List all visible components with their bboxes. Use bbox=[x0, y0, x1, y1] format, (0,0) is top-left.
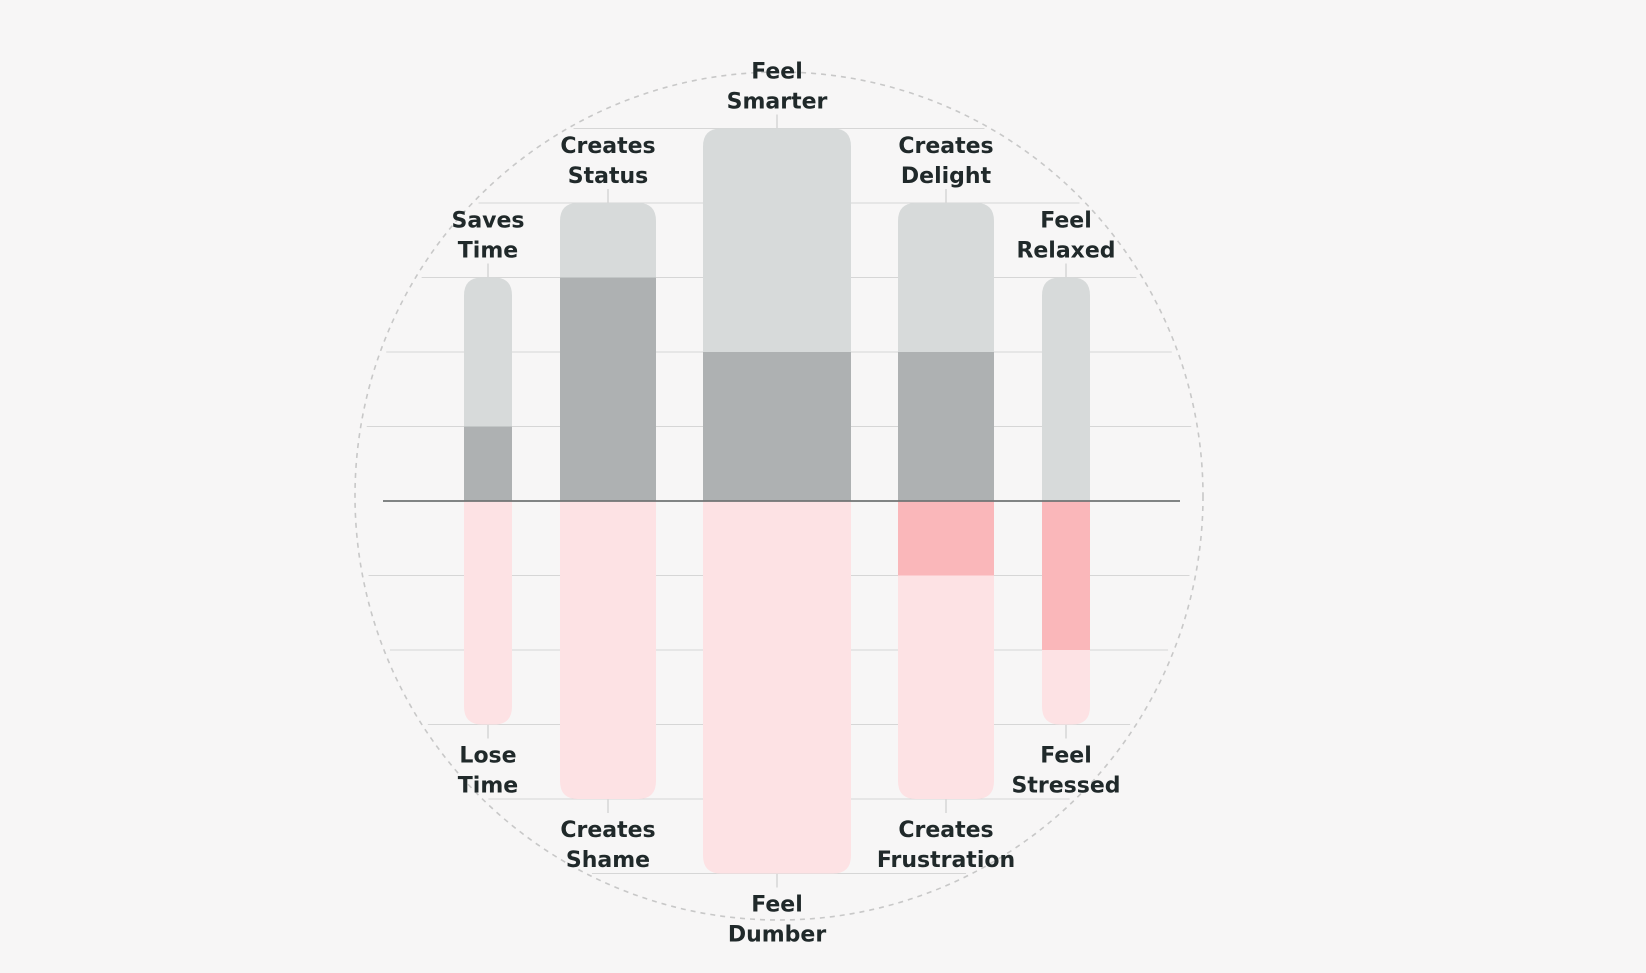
bar-lower-fill bbox=[898, 501, 994, 576]
upper-label: Feel Relaxed bbox=[1016, 209, 1115, 264]
upper-label-line: Delight bbox=[901, 164, 992, 189]
lower-label-line: Dumber bbox=[728, 923, 827, 948]
lower-label: Feel Stressed bbox=[1012, 744, 1121, 799]
lower-label-line: Creates bbox=[898, 818, 993, 843]
lower-label: Lose Time bbox=[458, 744, 518, 799]
lower-label-line: Stressed bbox=[1012, 774, 1121, 799]
upper-label-line: Creates bbox=[898, 134, 993, 159]
lower-label-line: Frustration bbox=[877, 848, 1015, 873]
upper-label-line: Feel bbox=[751, 60, 803, 85]
upper-label-line: Saves bbox=[451, 209, 524, 234]
upper-label-line: Feel bbox=[1040, 209, 1092, 234]
upper-label: Creates Delight bbox=[898, 134, 993, 189]
upper-label: Saves Time bbox=[451, 209, 524, 264]
lower-label-line: Lose bbox=[459, 744, 516, 769]
upper-label-line: Smarter bbox=[727, 90, 828, 115]
lower-label-line: Creates bbox=[560, 818, 655, 843]
lower-label: Creates Frustration bbox=[877, 818, 1015, 873]
upper-label-line: Creates bbox=[560, 134, 655, 159]
bar-lower-track bbox=[464, 501, 512, 725]
upper-label: Creates Status bbox=[560, 134, 655, 189]
bar-upper-track bbox=[1042, 277, 1090, 501]
bar-upper-fill bbox=[560, 277, 656, 501]
bar-upper-fill bbox=[703, 352, 851, 501]
dashed-circle-outline bbox=[354, 71, 1204, 921]
lower-label: Feel Dumber bbox=[728, 893, 827, 948]
bar-lower-fill bbox=[1042, 501, 1090, 650]
bar-upper-fill bbox=[898, 352, 994, 501]
bar-lower-track bbox=[560, 501, 656, 799]
bar-lower-track bbox=[703, 501, 851, 874]
lower-label-line: Shame bbox=[566, 848, 650, 873]
lower-label-line: Feel bbox=[1040, 744, 1092, 769]
lower-label-line: Feel bbox=[751, 893, 803, 918]
upper-label-line: Status bbox=[568, 164, 648, 189]
upper-label: Feel Smarter bbox=[727, 60, 828, 115]
upper-label-line: Relaxed bbox=[1016, 239, 1115, 264]
bar-upper-fill bbox=[464, 426, 512, 501]
lower-label-line: Time bbox=[458, 774, 518, 799]
lower-label: Creates Shame bbox=[560, 818, 655, 873]
upper-label-line: Time bbox=[458, 239, 518, 264]
